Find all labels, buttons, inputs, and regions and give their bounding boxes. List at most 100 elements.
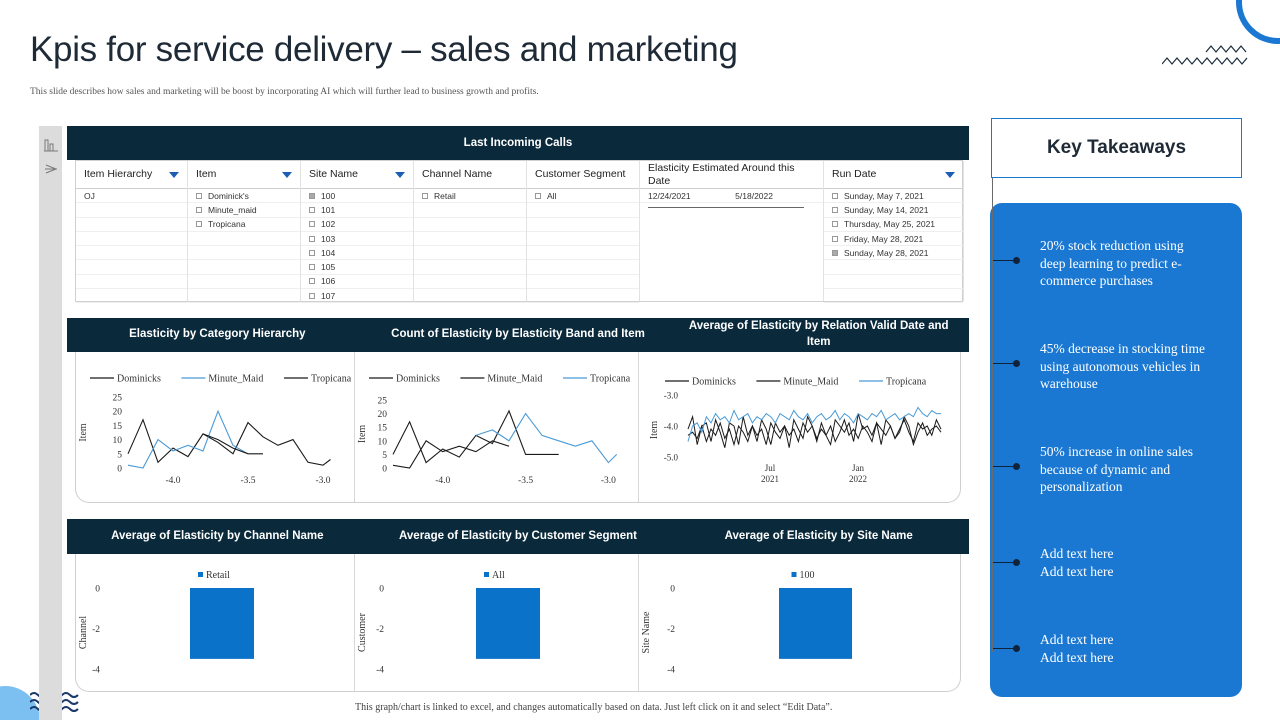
line-chart-elasticity-band[interactable]: Dominicks Minute_Maid Tropicana 0 5 10 15 20 25 -…	[355, 353, 637, 501]
filter-row	[527, 246, 639, 261]
filter-row[interactable]: Dominick's	[188, 189, 300, 204]
filter-icon[interactable]	[44, 162, 58, 176]
filter-row[interactable]: Sunday, May 28, 2021	[824, 246, 963, 261]
filter-row[interactable]: Sunday, May 7, 2021	[824, 189, 963, 204]
filter-option-label: Sunday, May 14, 2021	[844, 204, 929, 215]
filter-option-label: 104	[321, 247, 336, 258]
filter-column-header: Customer Segment	[527, 161, 639, 189]
filter-row	[188, 275, 300, 290]
dropdown-arrow-icon[interactable]	[395, 171, 405, 178]
checkbox-icon[interactable]	[309, 264, 315, 271]
bar-charts-panel	[75, 554, 961, 692]
filter-option-label: Sunday, May 28, 2021	[844, 247, 929, 258]
filter-option-label: OJ	[84, 190, 95, 201]
takeaway-text: 50% increase in online sales because of …	[1040, 444, 1193, 494]
bar[interactable]	[779, 588, 852, 659]
panel-divider	[354, 352, 355, 502]
filter-option-label: All	[547, 190, 557, 201]
bar-chart-customer-segment[interactable]: 0 -2 -4 Customer All	[355, 555, 637, 690]
line-chart-valid-date[interactable]: Dominicks Minute_Maid Tropicana -3.0 -4.0 -5.…	[639, 353, 959, 501]
filter-option-label: Sunday, May 7, 2021	[844, 190, 924, 201]
checkbox-icon[interactable]	[196, 192, 202, 199]
bar-chart-icon[interactable]	[44, 138, 58, 152]
checkbox-icon[interactable]	[309, 221, 315, 228]
y-tick-label: 20	[378, 410, 388, 420]
y-tick-label: 0	[95, 585, 100, 595]
y-tick-label: -3.0	[664, 391, 679, 401]
line-charts-header: Elasticity by Category Hierarchy Count o…	[67, 318, 969, 352]
legend-item: Tropicana	[563, 374, 631, 385]
line-charts-panel	[75, 352, 961, 503]
series-line	[475, 412, 618, 464]
takeaway-connector	[992, 260, 1016, 261]
takeaways-title: Key Takeaways	[991, 118, 1242, 178]
filter-row[interactable]: 102	[301, 218, 413, 232]
filter-row	[76, 232, 187, 247]
takeaway-connector	[992, 466, 1016, 467]
date-range-slider[interactable]	[648, 207, 804, 210]
checkbox-icon[interactable]	[535, 192, 541, 199]
filter-row[interactable]: Sunday, May 14, 2021	[824, 203, 963, 218]
filter-row[interactable]: 105	[301, 260, 413, 275]
filter-row[interactable]: OJ	[76, 189, 187, 204]
filter-column-header[interactable]: Site Name	[301, 161, 413, 189]
filter-row[interactable]: Thursday, May 25, 2021	[824, 218, 963, 232]
checkbox-icon[interactable]	[832, 206, 838, 213]
chart-title-channel-name: Average of Elasticity by Channel Name	[111, 529, 324, 542]
filter-row	[527, 289, 639, 304]
y-tick-label: -5.0	[664, 453, 679, 463]
checkbox-icon[interactable]	[196, 206, 202, 213]
filter-row[interactable]: 107	[301, 289, 413, 304]
bar-chart-channel-name[interactable]: 0 -2 -4 Channel Retail	[76, 555, 354, 690]
checkbox-icon[interactable]	[309, 206, 315, 213]
bar[interactable]	[476, 588, 540, 659]
series-line	[392, 440, 510, 469]
filter-column-header[interactable]: Run Date	[824, 161, 963, 189]
filter-column-header[interactable]: Item	[188, 161, 300, 189]
line-chart-category-hierarchy[interactable]: Dominicks Minute_Maid Tropicana 0 5 10 15 20 25 -…	[76, 353, 354, 501]
legend-item: Dominicks	[90, 374, 161, 385]
takeaways-panel: 20% stock reduction using deep learning …	[990, 203, 1242, 697]
filter-row[interactable]: Tropicana	[188, 218, 300, 232]
bar[interactable]	[190, 588, 254, 659]
legend-label: Minute_Maid	[208, 374, 263, 385]
x-tick-label: 2022	[849, 474, 867, 484]
filter-row[interactable]: 106	[301, 275, 413, 290]
checkbox-icon[interactable]	[309, 278, 315, 285]
filter-row[interactable]: 103	[301, 232, 413, 247]
y-tick-label: -4	[667, 666, 675, 676]
checkbox-icon[interactable]	[422, 192, 428, 199]
checkbox-icon[interactable]	[309, 235, 315, 242]
filter-column-header[interactable]: Item Hierarchy	[76, 161, 187, 189]
legend-label: Minute_Maid	[487, 374, 542, 385]
series-line	[687, 406, 941, 442]
dropdown-arrow-icon[interactable]	[945, 171, 955, 178]
checkbox-icon[interactable]	[832, 221, 838, 228]
chart-title-site-name: Average of Elasticity by Site Name	[724, 529, 913, 542]
filter-row[interactable]: 101	[301, 203, 413, 218]
filter-row[interactable]: Minute_maid	[188, 203, 300, 218]
filter-option-label: 105	[321, 262, 336, 273]
filter-row[interactable]: All	[527, 189, 639, 204]
x-tick-label: -3.0	[601, 476, 616, 486]
checkbox-icon[interactable]	[832, 192, 838, 199]
checkbox-icon[interactable]	[309, 292, 315, 299]
dropdown-arrow-icon[interactable]	[169, 171, 179, 178]
filter-row[interactable]: Friday, May 28, 2021	[824, 232, 963, 247]
checkbox-icon[interactable]	[196, 221, 202, 228]
decorative-arc	[1236, 0, 1280, 44]
filter-row	[414, 218, 526, 232]
checkbox-icon[interactable]	[309, 192, 315, 199]
filter-column: Elasticity Estimated Around this Date 12/…	[640, 161, 824, 301]
filter-row[interactable]: 104	[301, 246, 413, 261]
chart-title-elasticity-band: Count of Elasticity by Elasticity Band a…	[391, 328, 645, 341]
y-tick-label: -2	[376, 625, 384, 635]
checkbox-icon[interactable]	[832, 235, 838, 242]
checkbox-icon[interactable]	[309, 249, 315, 256]
bar-chart-site-name[interactable]: 0 -2 -4 Site Name 100	[639, 555, 959, 690]
dropdown-arrow-icon[interactable]	[282, 171, 292, 178]
takeaway-connector	[992, 363, 1016, 364]
filter-row[interactable]: Retail	[414, 189, 526, 204]
filter-row[interactable]: 100	[301, 189, 413, 204]
checkbox-icon[interactable]	[832, 249, 838, 256]
